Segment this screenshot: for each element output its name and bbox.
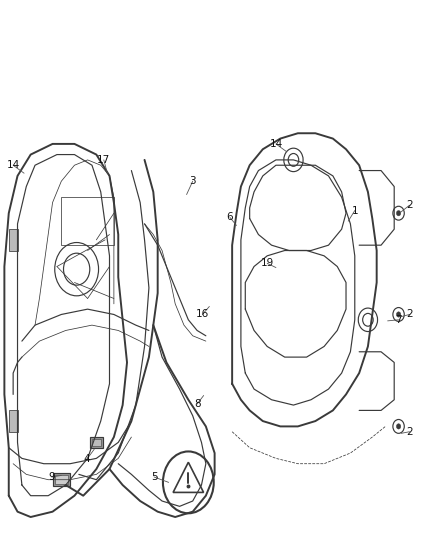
Text: 17: 17 <box>97 155 110 165</box>
Text: 14: 14 <box>7 160 20 170</box>
Text: 16: 16 <box>196 310 209 319</box>
Text: 19: 19 <box>261 259 274 268</box>
FancyBboxPatch shape <box>55 475 68 484</box>
Text: 6: 6 <box>226 213 233 222</box>
Text: 5: 5 <box>151 472 158 482</box>
Text: 7: 7 <box>395 315 402 325</box>
Text: 14: 14 <box>269 139 283 149</box>
Text: 2: 2 <box>406 200 413 210</box>
Text: 8: 8 <box>194 399 201 409</box>
Text: 4: 4 <box>83 455 90 464</box>
Circle shape <box>396 312 401 317</box>
Polygon shape <box>9 410 18 432</box>
Text: 9: 9 <box>48 472 55 482</box>
Circle shape <box>396 424 401 429</box>
Text: 2: 2 <box>406 310 413 319</box>
FancyBboxPatch shape <box>90 437 103 448</box>
Text: 2: 2 <box>406 427 413 437</box>
Text: 1: 1 <box>351 206 358 215</box>
Polygon shape <box>9 229 18 251</box>
FancyBboxPatch shape <box>92 439 101 446</box>
Text: 3: 3 <box>189 176 196 186</box>
FancyBboxPatch shape <box>53 473 70 487</box>
Circle shape <box>396 211 401 216</box>
